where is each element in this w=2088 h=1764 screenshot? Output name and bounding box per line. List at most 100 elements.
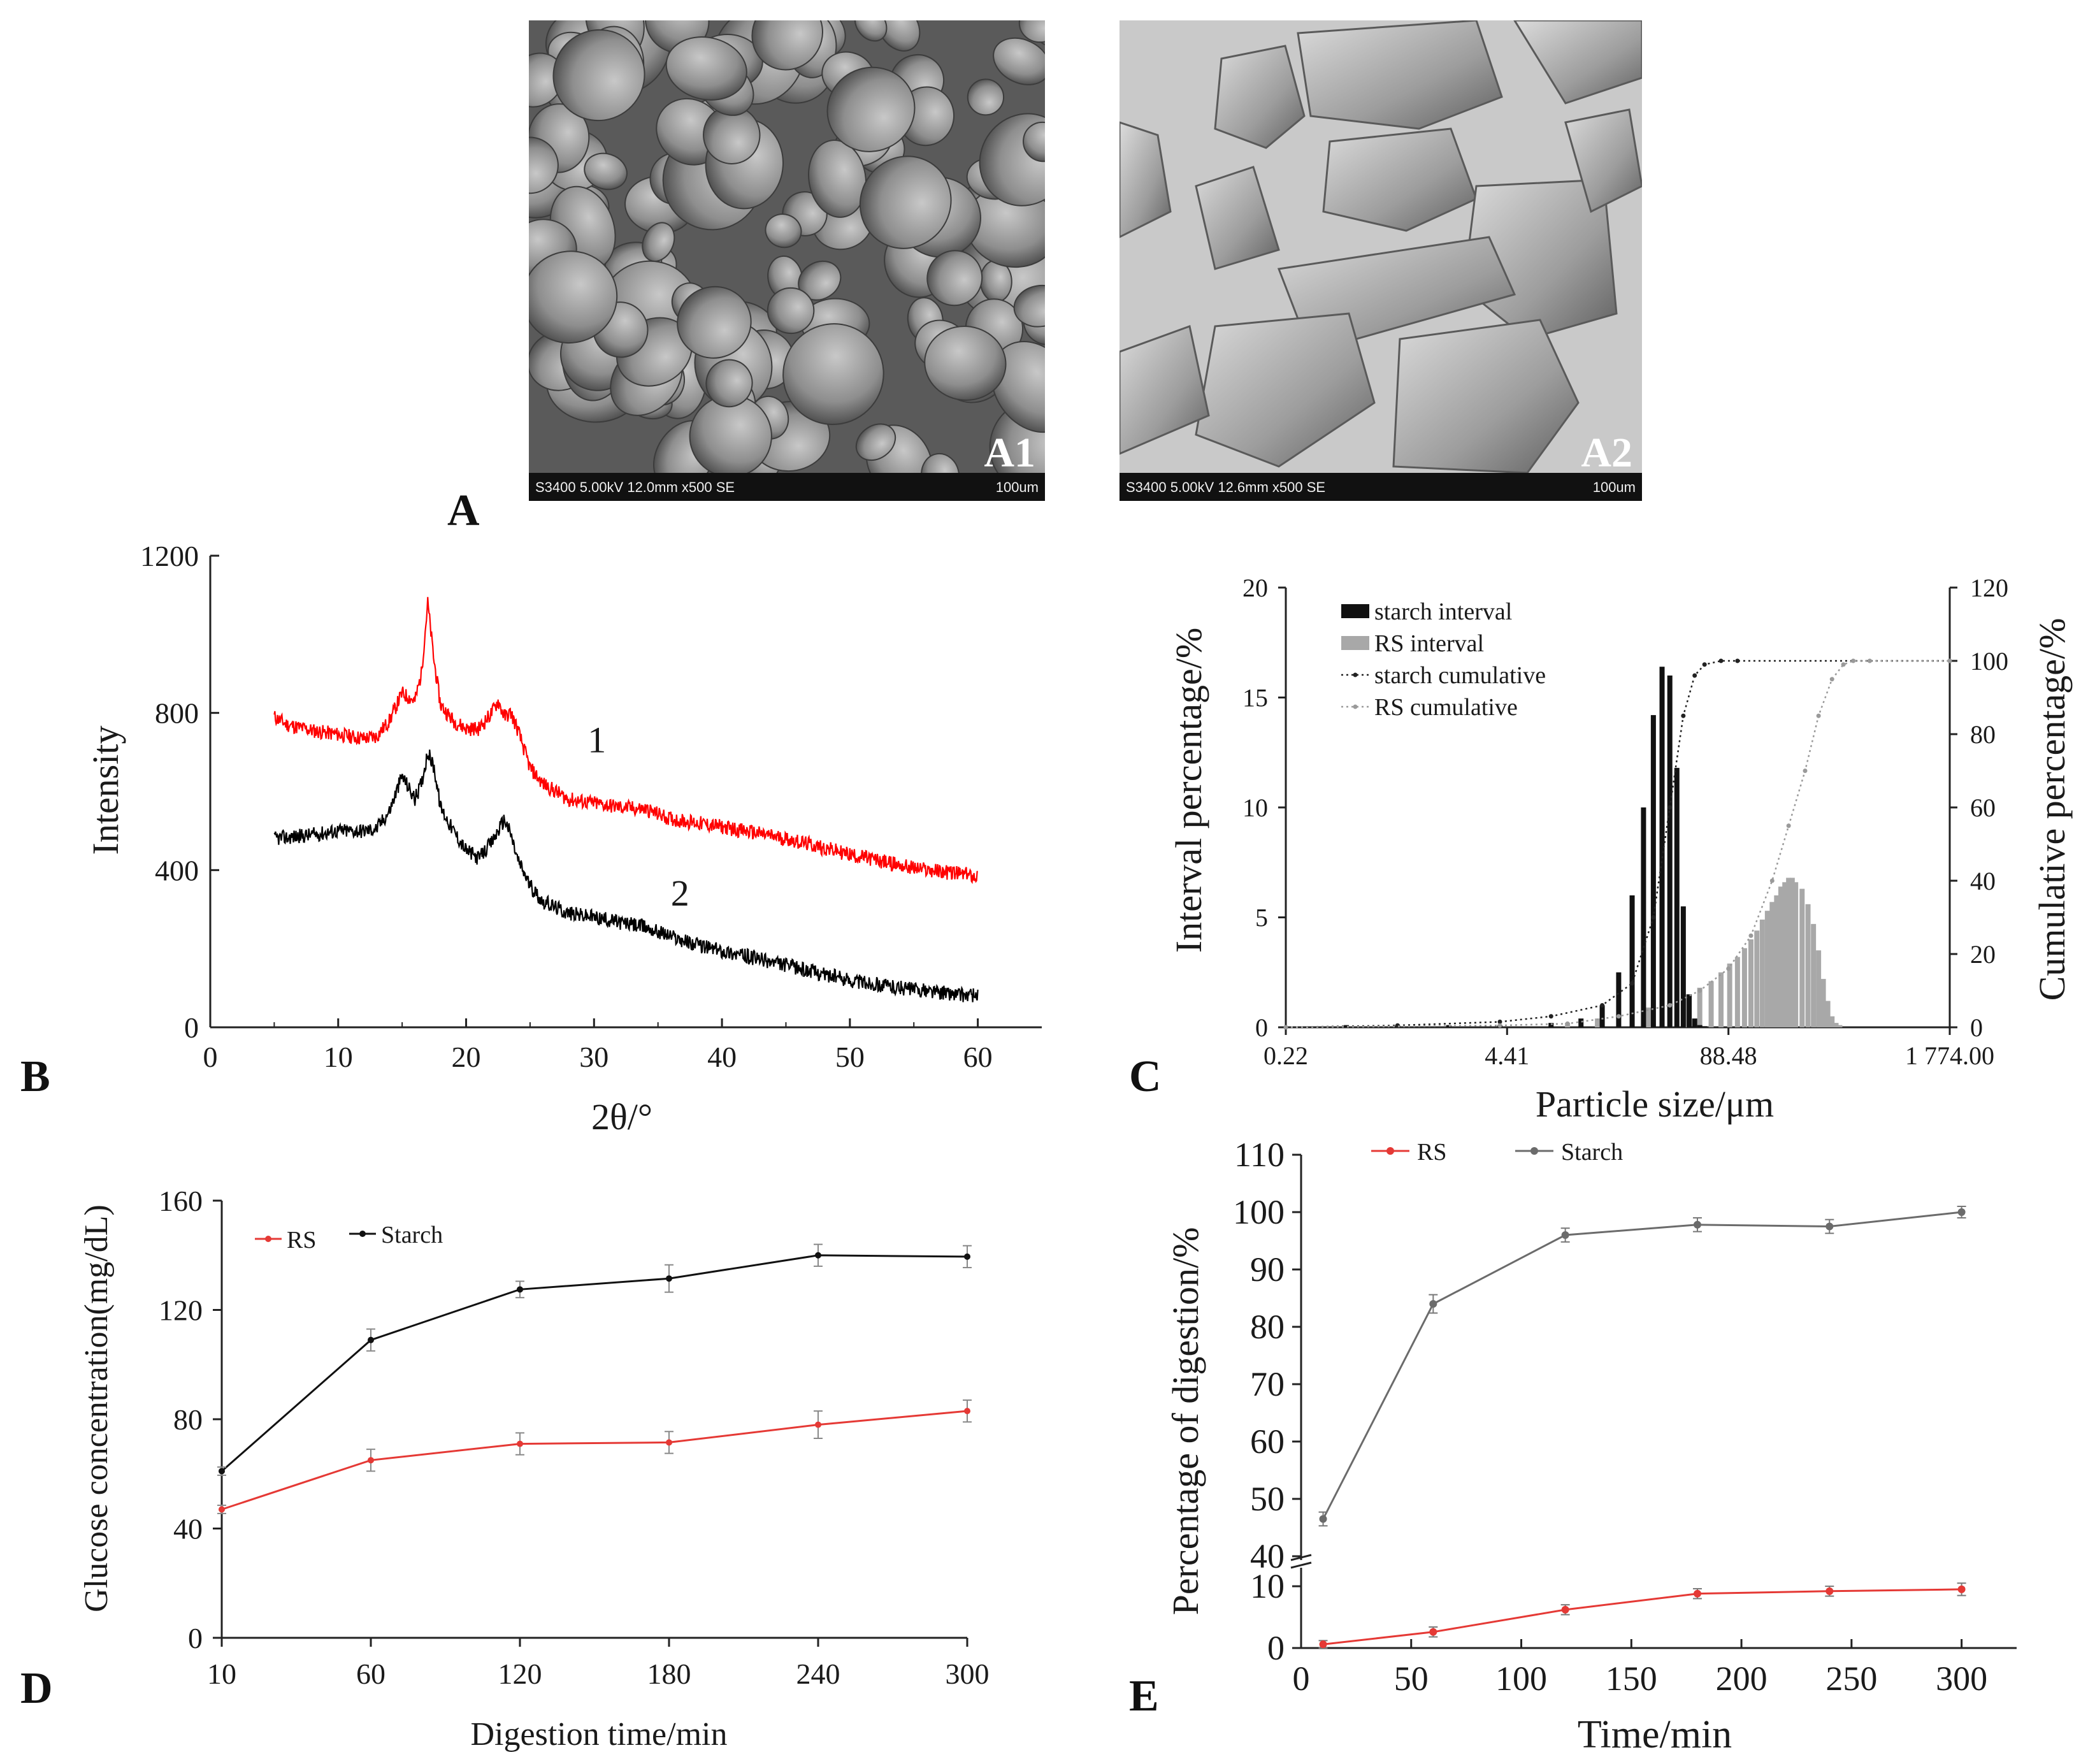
c-x-tick-label: 4.41 <box>1485 1041 1529 1070</box>
starch-granule <box>767 287 815 335</box>
starch-granule <box>677 286 752 359</box>
b-y-tick-label: 1200 <box>140 540 199 572</box>
c-rs-interval-bar <box>1718 972 1724 1027</box>
b-x-tick-label: 30 <box>579 1041 608 1073</box>
e-point-RS <box>1957 1585 1966 1593</box>
c-legend-label: starch interval <box>1374 598 1512 625</box>
b-x-tick-label: 60 <box>963 1041 993 1073</box>
c-y-tick-label: 15 <box>1242 684 1268 712</box>
starch-granule <box>826 66 916 152</box>
c-starch_cumulative-point <box>1600 1003 1605 1008</box>
c-rs_cumulative-point <box>1769 878 1775 883</box>
e-point-RS <box>1319 1640 1327 1649</box>
starch-granule <box>529 250 618 344</box>
c-legend: starch interval RS interval starch cumulat… <box>1341 598 1546 721</box>
d-point-Starch <box>666 1275 672 1282</box>
c-rs_cumulative-point <box>1283 1025 1288 1030</box>
c-rs-interval-bar <box>1741 948 1747 1027</box>
c-starch-interval-bar <box>1692 1018 1697 1027</box>
c-rs_cumulative-point <box>1803 769 1808 773</box>
c-y2-tick-label: 100 <box>1970 647 2008 676</box>
panel-a: S3400 5.00kV 12.0mm x500 SE 100um A1 S34… <box>447 20 1642 535</box>
starch-granule <box>854 20 888 42</box>
c-legend-swatch-rs-interval <box>1341 636 1369 650</box>
e-y-tick-label: 50 <box>1250 1480 1285 1518</box>
c-starch-interval-bar <box>1680 906 1686 1027</box>
e-y-tick-label: 90 <box>1250 1250 1285 1289</box>
d-x-tick-label: 240 <box>796 1658 840 1690</box>
c-legend-marker-starch-cumulative <box>1353 672 1358 677</box>
d-y-tick-label: 160 <box>159 1185 203 1217</box>
c-starch_cumulative-point <box>1548 1014 1553 1019</box>
c-starch-interval-bar <box>1641 807 1646 1027</box>
starch-granule <box>989 399 1045 473</box>
sem-image-a1: S3400 5.00kV 12.0mm x500 SE 100um A1 <box>529 20 1045 501</box>
starch-granule <box>924 325 1007 401</box>
c-rs-interval-bar <box>1811 923 1817 1027</box>
b-y-tick-label: 0 <box>184 1011 199 1044</box>
panel-letter-b: B <box>20 1052 50 1101</box>
e-x-tick-label: 50 <box>1394 1659 1429 1698</box>
c-rs_cumulative-point <box>1841 662 1846 667</box>
c-rs-interval-bar <box>1595 1018 1601 1027</box>
c-rs-interval-bar <box>1789 878 1795 1027</box>
c-rs-interval-bar <box>1748 939 1753 1027</box>
c-rs_cumulative-point <box>1565 1021 1570 1026</box>
rs-fragment <box>1564 108 1642 213</box>
c-y2-tick-label: 60 <box>1970 793 1996 822</box>
c-rs-interval-bar <box>1683 994 1689 1027</box>
e-point-RS <box>1561 1605 1569 1614</box>
c-starch-interval-bar <box>1629 895 1635 1027</box>
panel-d-glucose-chart: 10 60 120 180 240 300 0 40 80 120 160 RS Starch Dig… <box>20 1185 990 1753</box>
c-rs_cumulative-line <box>1285 660 1950 1029</box>
d-legend: RS Starch <box>255 1222 443 1254</box>
c-starch-interval-bar <box>1446 1025 1451 1027</box>
c-y2-tick-label: 0 <box>1970 1013 1983 1042</box>
c-rs-interval-bar <box>1778 886 1783 1027</box>
sem-info-bar-a1: S3400 5.00kV 12.0mm x500 SE <box>535 479 735 495</box>
c-rs-interval-bar <box>1816 950 1822 1027</box>
c-starch_cumulative-point <box>1735 658 1740 663</box>
starch-granule <box>552 29 645 122</box>
rs-fragment <box>1120 121 1172 238</box>
c-y2-tick-label: 20 <box>1970 940 1996 969</box>
c-rs-interval-bar <box>1782 882 1788 1027</box>
e-y-tick-label: 10 <box>1250 1567 1285 1605</box>
c-x-tick-label: 1 774.00 <box>1905 1041 1994 1070</box>
c-legend-marker-rs-cumulative <box>1353 704 1358 709</box>
starch-granule <box>1013 284 1045 328</box>
c-rs-interval-bar <box>1825 1001 1831 1027</box>
c-rs-interval-bar <box>1754 930 1760 1027</box>
d-x-tick-label: 180 <box>647 1658 691 1690</box>
c-starch_cumulative-line <box>1285 660 1950 1029</box>
e-series-line-Starch <box>1322 1211 1962 1520</box>
d-x-axis-title: Digestion time/min <box>471 1716 728 1753</box>
sem-micrograph-granules-icon <box>529 20 1045 473</box>
starch-granule <box>1023 121 1045 163</box>
d-x-tick-label: 60 <box>356 1658 385 1690</box>
e-legend: RS Starch <box>1371 1139 1623 1166</box>
d-point-Starch <box>517 1286 523 1293</box>
c-starch_cumulative-point <box>1630 981 1635 986</box>
c-rs-interval-bar <box>1799 888 1805 1027</box>
rs-fragment <box>1214 45 1306 149</box>
b-x-tick-label: 10 <box>324 1041 353 1073</box>
rs-fragment <box>1392 319 1580 473</box>
e-point-Starch <box>1957 1208 1966 1216</box>
starch-granule <box>855 423 896 461</box>
d-series-line-RS <box>221 1410 968 1510</box>
b-y-tick-label: 400 <box>155 854 199 886</box>
b-x-tick-label: 20 <box>452 1041 481 1073</box>
starch-granule <box>705 359 753 408</box>
e-x-tick-label: 200 <box>1716 1659 1768 1698</box>
c-rs_cumulative-point <box>1947 658 1952 663</box>
b-x-tick-label: 0 <box>203 1041 218 1073</box>
e-point-Starch <box>1825 1222 1834 1231</box>
c-rs_cumulative-point <box>1816 713 1821 718</box>
b-series-line-2 <box>273 749 979 1002</box>
e-x-tick-label: 0 <box>1293 1659 1310 1698</box>
e-x-tick-label: 150 <box>1606 1659 1657 1698</box>
c-y-axis-title: Interval percentage/% <box>1168 628 1209 953</box>
panel-letter-c: C <box>1129 1052 1162 1101</box>
